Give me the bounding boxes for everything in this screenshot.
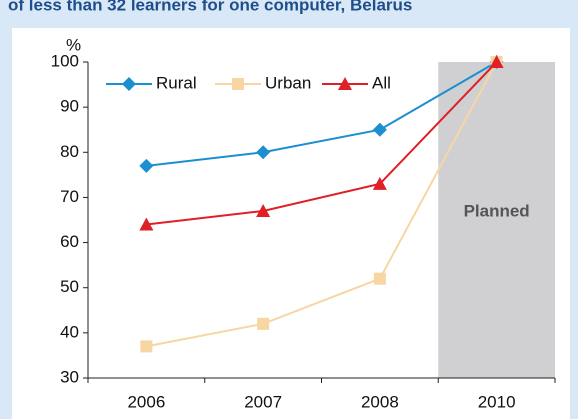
legend-label: All	[372, 73, 391, 92]
planned-region	[438, 62, 555, 378]
y-tick-label: 80	[60, 142, 79, 161]
y-axis-label: %	[66, 35, 81, 54]
data-point	[139, 217, 154, 231]
data-point	[373, 272, 386, 285]
legend-marker	[232, 78, 244, 90]
series-line	[146, 61, 498, 167]
x-tick-label: 2007	[244, 392, 282, 411]
y-tick-label: 60	[60, 232, 79, 251]
annotation: Planned	[464, 201, 530, 220]
data-point	[372, 122, 387, 137]
legend-marker	[338, 77, 352, 90]
y-tick-label: 100	[51, 51, 79, 70]
data-point	[256, 145, 271, 160]
y-tick-label: 40	[60, 322, 79, 341]
series-line	[146, 61, 498, 226]
legend-label: Rural	[156, 73, 197, 92]
legend-label: Urban	[265, 73, 311, 92]
data-point	[256, 203, 271, 217]
y-tick-label: 70	[60, 187, 79, 206]
data-point	[489, 55, 504, 68]
x-tick-label: 2006	[127, 392, 165, 411]
x-tick-label: 2008	[361, 392, 399, 411]
x-tick-label: 2010	[478, 392, 516, 411]
data-point	[372, 176, 387, 190]
chart-title: of less than 32 learners for one compute…	[8, 0, 412, 14]
series-line	[146, 61, 498, 348]
data-point	[140, 340, 153, 353]
data-point	[139, 158, 154, 173]
legend-marker	[122, 77, 136, 91]
data-point	[257, 317, 270, 330]
y-tick-label: 50	[60, 277, 79, 296]
y-tick-label: 90	[60, 97, 79, 116]
y-tick-label: 30	[60, 367, 79, 386]
